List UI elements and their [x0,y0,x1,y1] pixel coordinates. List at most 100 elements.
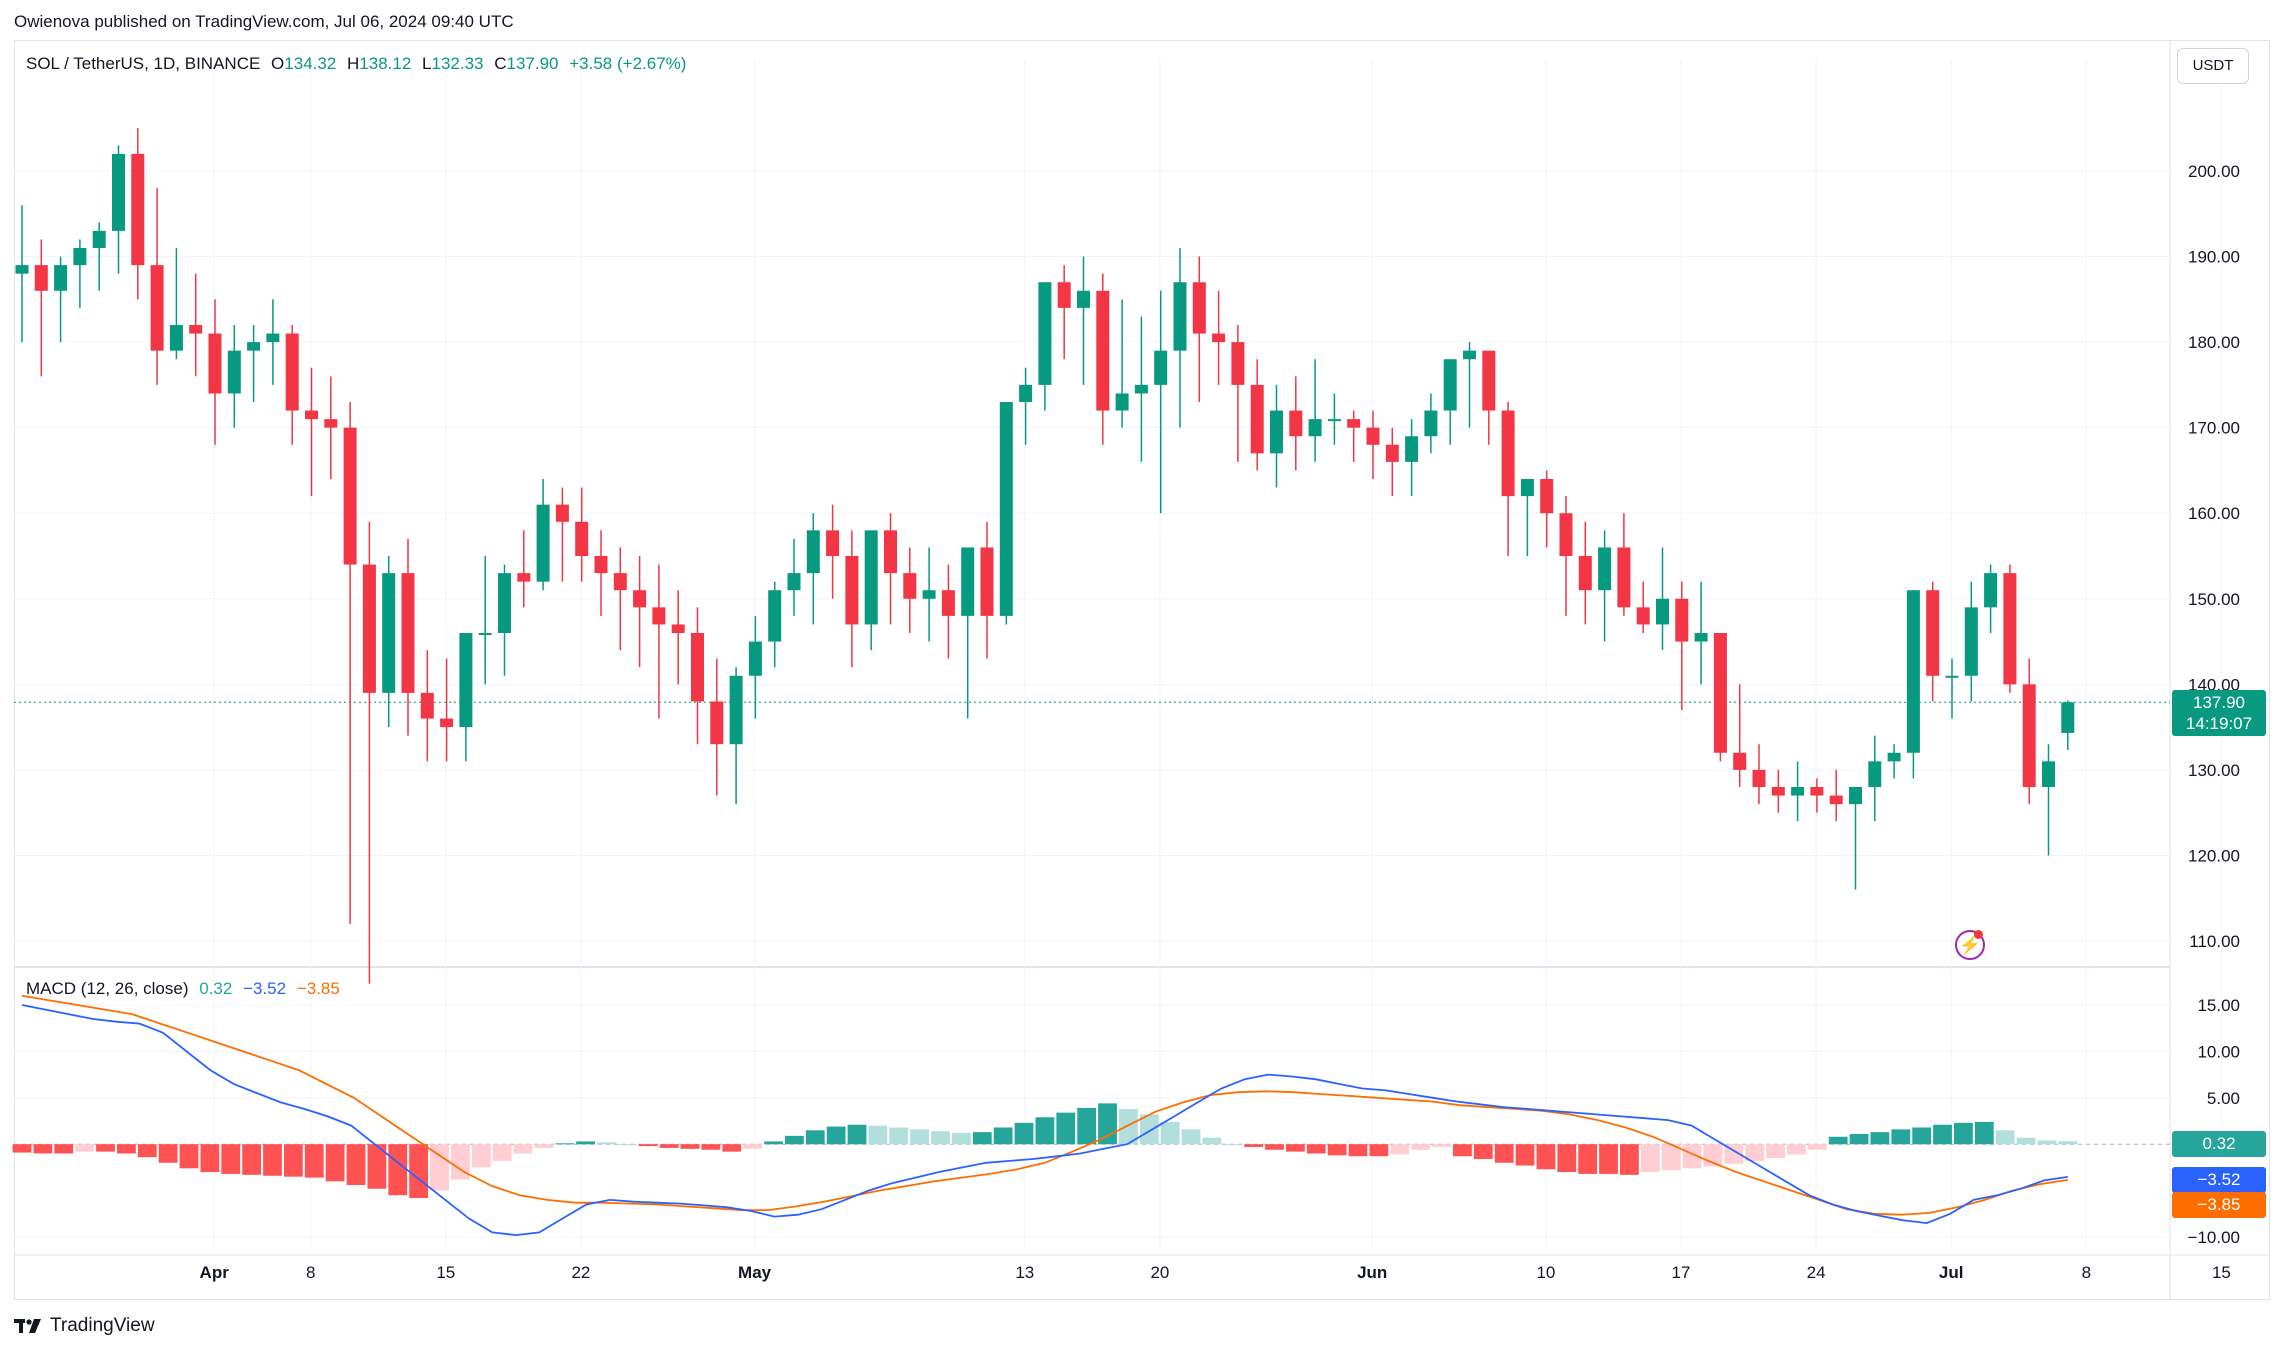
candle-body [1250,384,1264,454]
candle-body [1019,384,1033,402]
macd-histogram-bar [1640,1144,1660,1173]
symbol-legend: SOL / TetherUS, 1D, BINANCE O134.32 H138… [26,54,692,74]
macd-histogram-bar [931,1131,950,1145]
time-tick-label: 15 [436,1263,455,1282]
macd-histogram-bar [346,1144,366,1186]
candle-body [1926,590,1940,676]
macd-histogram-bar [952,1133,971,1145]
change-value: +3.58 (+2.67%) [569,54,687,73]
candle-body [980,547,994,616]
time-tick-label: 17 [1672,1263,1691,1282]
candle-body [1366,427,1380,445]
candle-body [92,230,106,248]
candle-body [517,573,531,582]
macd-histogram-bar [1724,1144,1744,1164]
macd-histogram-bar [847,1124,867,1145]
candle-body [478,633,492,635]
symbol-name[interactable]: SOL / TetherUS, 1D, BINANCE [26,54,261,73]
low-label: L [422,54,432,73]
candle-body [1077,290,1090,308]
candle-body [1308,419,1322,437]
macd-histogram-bar [722,1144,742,1152]
macd-histogram-bar [200,1144,220,1173]
macd-histogram-bar [1599,1144,1618,1174]
candle-body [961,547,975,616]
candle-body [806,530,820,574]
candle-body [285,333,299,411]
macd-histogram-bar [450,1144,470,1180]
candle-body [73,248,87,266]
macd-histogram-bar [784,1135,804,1145]
price-tick-label: 160.00 [2188,504,2240,523]
candle-body [1829,795,1843,805]
candle-body [34,265,48,291]
price-tick-label: 140.00 [2188,675,2240,694]
candle-body [131,153,145,266]
candle-body [999,402,1013,616]
candle-body [1385,444,1399,462]
candle-body [324,419,338,428]
candle-body [189,325,203,334]
candle-body [54,265,68,291]
candle-body [401,573,415,693]
lightning-icon[interactable]: ⚡ [1955,930,1985,960]
time-tick-label: 13 [1015,1263,1034,1282]
macd-histogram-bar [617,1144,637,1146]
price-tick-label: 180.00 [2188,333,2240,352]
macd-histogram-value: 0.32 [199,979,233,998]
candle-body [1733,752,1747,770]
macd-histogram-bar [75,1144,95,1152]
macd-tick-label: 5.00 [2207,1089,2240,1108]
macd-histogram-bar [2058,1141,2078,1145]
candle-body [1887,752,1901,762]
macd-histogram-bar [367,1144,387,1189]
currency-button[interactable]: USDT [2177,48,2249,84]
candle-body [112,153,125,231]
candle-body [768,590,782,642]
publisher-line: Owienova published on TradingView.com, J… [14,12,514,31]
candle-body [208,333,222,394]
candle-body [1347,419,1361,428]
candle-body [729,675,743,745]
macd-histogram-bar [743,1144,763,1149]
candle-body [1694,633,1708,642]
macd-histogram-bar [910,1129,930,1145]
candle-body [1656,598,1669,625]
candle-body [1443,359,1457,411]
macd-histogram-bar [33,1144,53,1154]
macd-histogram-bar [430,1144,449,1191]
chart-frame [14,40,2270,1300]
macd-histogram-bar [1995,1130,2015,1145]
time-tick-label: 20 [1150,1263,1169,1282]
footer-brand[interactable]: TradingView [50,1315,155,1336]
macd-histogram-bar [1828,1136,1848,1145]
macd-histogram-bar [137,1144,157,1158]
notification-dot [1974,930,1983,939]
macd-line-value: −3.52 [243,979,287,998]
time-tick-label: Apr [200,1263,230,1282]
candle-body [1713,633,1727,753]
candle-body [903,573,917,599]
macd-histogram-bar [158,1144,178,1163]
macd-histogram-bar [1807,1144,1827,1150]
tradingview-logo-icon[interactable] [14,1317,44,1335]
macd-histogram-bar [221,1144,241,1174]
macd-histogram-bar [534,1144,554,1148]
macd-legend: MACD (12, 26, close) 0.32 −3.52 −3.85 [26,979,346,999]
candle-body [691,633,704,702]
candle-body [2061,702,2075,733]
candle-body [459,633,473,728]
macd-histogram-bar [1098,1103,1117,1145]
candle-body [2022,684,2036,787]
open-value: 134.32 [284,54,337,73]
time-tick-label: 10 [1536,1263,1555,1282]
macd-histogram-bar [701,1144,721,1150]
candle-body [1675,598,1689,642]
macd-title[interactable]: MACD (12, 26, close) [26,979,189,998]
candle-body [1173,282,1187,351]
time-tick-label: 8 [306,1263,315,1282]
macd-histogram-bar [1160,1121,1180,1145]
macd-histogram-bar [993,1127,1013,1145]
macd-signal-value: −3.85 [296,979,340,998]
